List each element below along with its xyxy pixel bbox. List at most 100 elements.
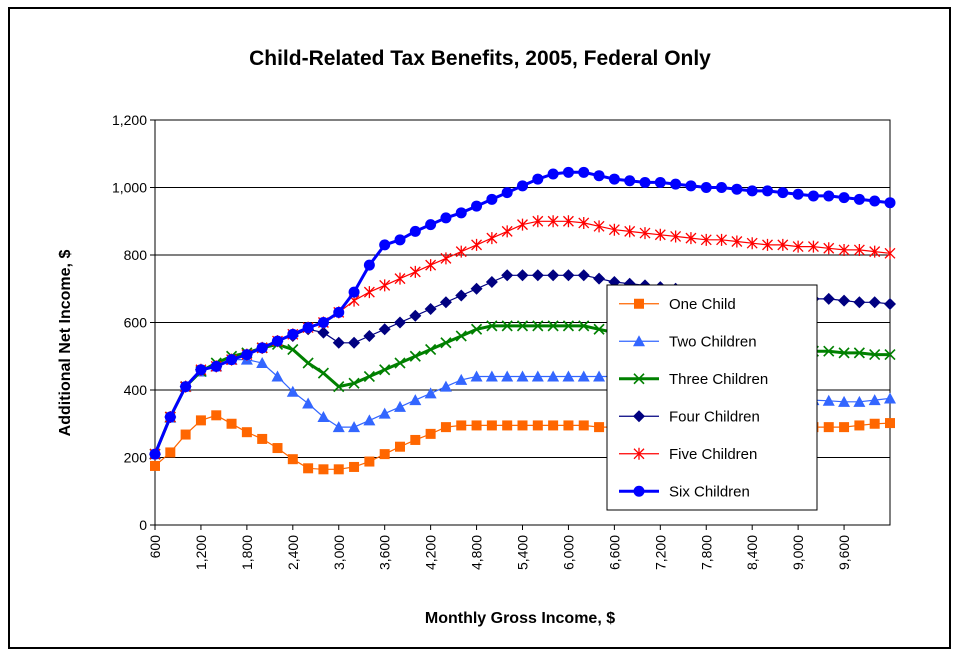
legend-label: Six Children [669, 483, 750, 500]
data-point [485, 370, 498, 382]
data-point [379, 449, 390, 460]
data-point [578, 420, 589, 431]
x-tick-label: 3,600 [377, 535, 393, 570]
data-point [762, 238, 773, 251]
x-tick-label: 9,000 [790, 535, 806, 570]
data-point [578, 166, 590, 178]
data-point [823, 422, 834, 433]
data-point [868, 296, 881, 309]
data-point [532, 420, 543, 431]
data-point [517, 420, 528, 431]
data-point [685, 232, 697, 245]
data-point [562, 269, 575, 282]
data-point [532, 215, 544, 228]
data-point [731, 235, 743, 248]
data-point [364, 456, 375, 467]
data-point [409, 265, 421, 278]
data-point [287, 343, 299, 356]
data-point [502, 420, 513, 431]
data-point [317, 326, 330, 339]
data-point [547, 168, 559, 180]
data-point [241, 427, 252, 438]
data-point [272, 335, 283, 347]
x-tick-label: 4,800 [469, 535, 485, 570]
data-point [455, 245, 467, 258]
data-point [822, 292, 835, 305]
data-point [363, 414, 376, 426]
legend-item: Five Children [619, 446, 757, 463]
data-point [578, 216, 590, 229]
data-point [486, 420, 497, 431]
data-point [440, 337, 452, 349]
data-point [517, 218, 528, 231]
data-point [838, 347, 850, 359]
legend-item: Two Children [619, 333, 757, 350]
data-point [256, 342, 268, 354]
data-point [654, 176, 666, 188]
data-point [302, 357, 314, 369]
data-point [302, 397, 315, 409]
data-point [195, 364, 207, 376]
data-point [378, 323, 391, 336]
data-point [854, 420, 865, 431]
legend-item: One Child [619, 296, 736, 313]
data-point [731, 183, 743, 195]
data-point [654, 228, 666, 241]
data-point [348, 336, 361, 349]
data-point [424, 387, 437, 399]
data-point [332, 336, 345, 349]
data-point [792, 188, 804, 200]
data-point [470, 323, 483, 335]
data-point [394, 400, 406, 412]
x-tick-label: 600 [147, 535, 163, 559]
chart-title: Child-Related Tax Benefits, 2005, Federa… [249, 47, 711, 70]
data-point [853, 296, 866, 309]
data-point [594, 422, 605, 433]
data-point [777, 187, 789, 199]
legend-item: Four Children [619, 408, 760, 425]
data-point [211, 410, 222, 421]
data-point [807, 240, 819, 253]
data-point [471, 420, 482, 431]
data-point [226, 354, 238, 366]
data-point [424, 303, 437, 315]
data-point [394, 316, 406, 329]
data-point [287, 454, 298, 465]
data-point [869, 245, 881, 258]
data-point [287, 328, 299, 340]
data-point [348, 421, 361, 433]
data-point [839, 422, 850, 433]
data-point [823, 345, 835, 357]
data-point [471, 238, 483, 251]
data-point [547, 269, 560, 282]
data-point [486, 320, 498, 332]
data-point [410, 434, 421, 445]
data-point [501, 269, 514, 282]
data-point [700, 233, 712, 246]
data-point [853, 395, 866, 407]
data-point [869, 418, 880, 429]
x-tick-label: 3,000 [331, 535, 347, 570]
data-point [363, 259, 375, 271]
data-point [394, 272, 406, 285]
data-point [853, 347, 865, 359]
data-point [455, 373, 468, 385]
data-point [777, 238, 789, 251]
data-point [624, 175, 636, 187]
data-point [256, 357, 269, 368]
data-point [394, 234, 406, 246]
data-point [593, 170, 605, 182]
y-tick-label: 400 [124, 382, 148, 398]
data-point [333, 306, 345, 318]
data-point [716, 182, 728, 193]
data-point [577, 269, 590, 282]
legend-label: Three Children [669, 371, 768, 388]
y-tick-label: 0 [139, 517, 147, 533]
data-point [547, 370, 560, 382]
data-point [853, 193, 865, 205]
legend-box [606, 284, 818, 511]
data-point [317, 367, 330, 379]
data-point [455, 330, 467, 342]
y-tick-label: 200 [124, 450, 148, 466]
data-point [531, 269, 544, 282]
